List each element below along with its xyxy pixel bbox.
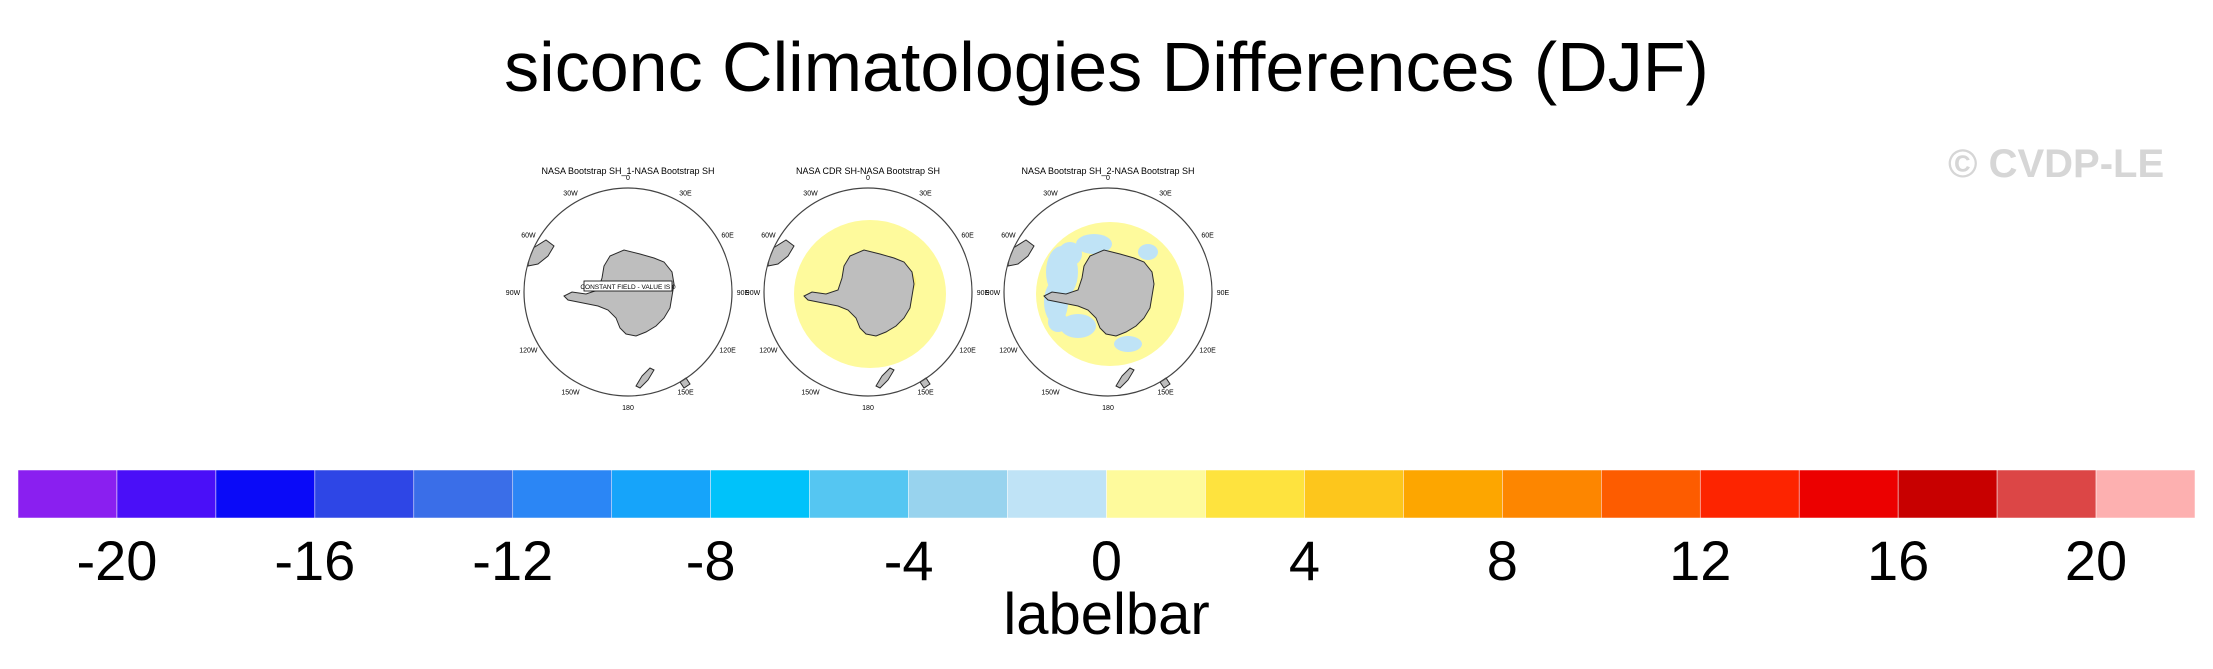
labelbar-tick-label: -12 [472, 529, 553, 592]
chart-title: siconc Climatologies Differences (DJF) [504, 28, 1709, 106]
longitude-label: 150W [561, 390, 580, 397]
antarctica-landmass [563, 249, 675, 337]
longitude-label: 120W [999, 348, 1018, 355]
labelbar-swatch [1502, 469, 1602, 519]
longitude-label: 120E [959, 348, 976, 355]
map-panels: 0 30E 60E 90E 120E 150E 180 150W 120W 90W 60W 30W NA… [506, 166, 1230, 412]
antarctica-landmass [1043, 249, 1155, 337]
labelbar-swatch [1996, 469, 2097, 519]
longitude-label: 120W [759, 348, 778, 355]
labelbar-swatch [1699, 469, 1800, 519]
longitude-label: 0 [1106, 175, 1110, 182]
labelbar-swatch [1798, 469, 1899, 519]
labelbar-tick-label: -20 [76, 529, 157, 592]
labelbar-swatch [1205, 469, 1305, 519]
longitude-label: 90E [1217, 290, 1230, 297]
longitude-label: 90W [506, 290, 521, 297]
labelbar-tick-label: -4 [884, 529, 934, 592]
longitude-label: 30W [563, 190, 578, 197]
longitude-label: 60E [721, 233, 734, 240]
panel-title: NASA CDR SH-NASA Bootstrap SH [796, 166, 940, 176]
labelbar-swatch [809, 469, 909, 519]
map-border [523, 187, 733, 397]
longitude-label: 180 [622, 405, 634, 412]
south-america-landmass [1007, 239, 1035, 267]
labelbar-swatch [17, 469, 118, 519]
labelbar-tick-label: -16 [274, 529, 355, 592]
longitude-label: 90W [746, 290, 761, 297]
map-border [763, 187, 973, 397]
labelbar-swatch [1601, 469, 1701, 519]
watermark: © CVDP-LE [1948, 142, 2165, 186]
labelbar-swatch [116, 469, 217, 519]
labelbar-tick-label: 4 [1289, 529, 1320, 592]
longitude-label: 150W [1041, 390, 1060, 397]
labelbar-swatch [1304, 469, 1404, 519]
longitude-label: 30W [803, 190, 818, 197]
labelbar-swatch [1007, 469, 1107, 519]
labelbar-swatch [215, 469, 316, 519]
labelbar-swatch [512, 469, 612, 519]
labelbar-tick-label: 12 [1669, 529, 1731, 592]
panel-title: NASA Bootstrap SH_2-NASA Bootstrap SH [1021, 166, 1194, 176]
longitude-label: 150E [917, 390, 934, 397]
labelbar-swatch [1897, 469, 1998, 519]
longitude-label: 30W [1043, 190, 1058, 197]
longitude-label: 30E [1159, 190, 1172, 197]
constant-field-box [583, 280, 673, 292]
longitude-label: 120E [719, 348, 736, 355]
labelbar-swatch [611, 469, 711, 519]
panel-title: NASA Bootstrap SH_1-NASA Bootstrap SH [541, 166, 714, 176]
longitude-label: 60W [521, 233, 536, 240]
labelbar-title: labelbar [1003, 582, 1209, 647]
labelbar-tick-label: -8 [686, 529, 736, 592]
map-panel-2: 0 30E 60E 90E 120E 150E 180 150W 120W 90W 60W 30W NA… [746, 166, 990, 412]
map-panel-1: 0 30E 60E 90E 120E 150E 180 150W 120W 90W 60W 30W NA… [506, 166, 750, 412]
labelbar-swatch [413, 469, 514, 519]
longitude-label: 120W [519, 348, 538, 355]
labelbar-tick-label: 0 [1091, 529, 1122, 592]
longitude-label: 150E [677, 390, 694, 397]
labelbar-swatch [2095, 469, 2196, 519]
longitude-label: 0 [626, 175, 630, 182]
longitude-label: 180 [862, 405, 874, 412]
new-zealand-landmass [1115, 367, 1135, 389]
labelbar-tick-label: 16 [1867, 529, 1929, 592]
longitude-label: 150W [801, 390, 820, 397]
new-zealand-landmass [875, 367, 895, 389]
labelbar-swatch [1403, 469, 1503, 519]
longitude-label: 30E [679, 190, 692, 197]
longitude-label: 60W [1001, 233, 1016, 240]
labelbar-tick-label: 20 [2065, 529, 2127, 592]
longitude-label: 120E [1199, 348, 1216, 355]
longitude-label: 90E [737, 290, 750, 297]
labelbar-tick-label: 8 [1487, 529, 1518, 592]
longitude-label: 0 [866, 175, 870, 182]
south-america-landmass [767, 239, 795, 267]
labelbar-swatch [314, 469, 415, 519]
longitude-label: 60W [761, 233, 776, 240]
longitude-label: 90W [986, 290, 1001, 297]
constant-field-annotation: CONSTANT FIELD - VALUE IS 0 [580, 284, 676, 291]
longitude-label: 60E [1201, 233, 1214, 240]
map-panel-3: 0 30E 60E 90E 120E 150E 180 150W 120W 90W 60W 30W NA… [986, 166, 1230, 412]
longitude-label: 30E [919, 190, 932, 197]
longitude-label: 150E [1157, 390, 1174, 397]
labelbar-swatch [710, 469, 810, 519]
south-america-landmass [527, 239, 555, 267]
map-border [1003, 187, 1213, 397]
longitude-label: 90E [977, 290, 990, 297]
labelbar-swatch [908, 469, 1008, 519]
new-zealand-landmass [635, 367, 655, 389]
longitude-label: 180 [1102, 405, 1114, 412]
labelbar-swatch [1106, 469, 1206, 519]
antarctica-landmass [803, 249, 915, 337]
longitude-label: 60E [961, 233, 974, 240]
